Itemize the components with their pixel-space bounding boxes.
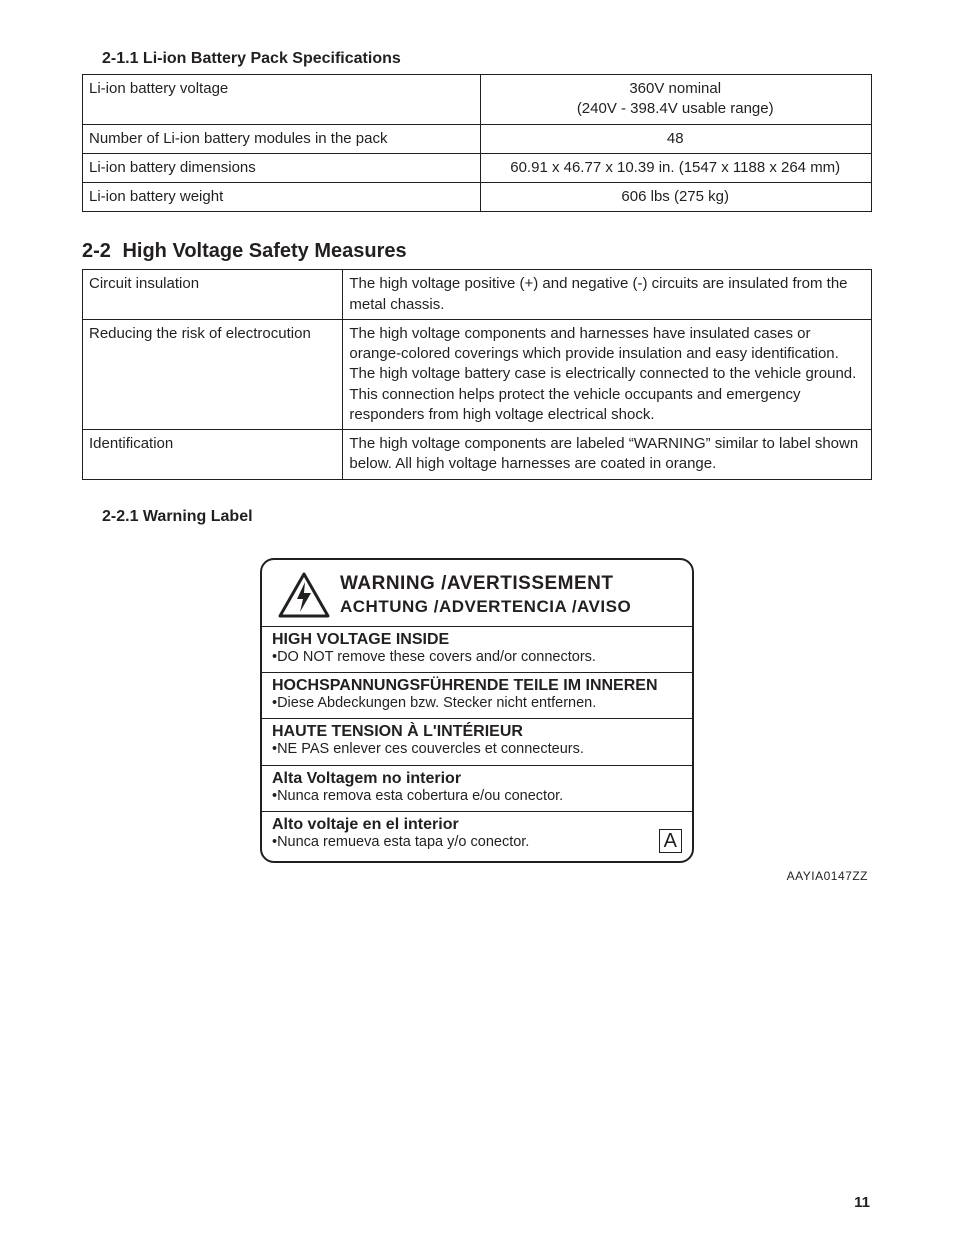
cell-label: Li-ion battery weight (83, 183, 481, 212)
warning-block-title: Alto voltaje en el interior (272, 816, 682, 834)
cell-value: The high voltage components are labeled … (343, 430, 872, 480)
heading-text: High Voltage Safety Measures (122, 240, 406, 262)
high-voltage-triangle-icon (278, 572, 330, 618)
cell-label: Li-ion battery voltage (83, 75, 481, 125)
cell-value: 48 (481, 124, 872, 153)
table-battery-specs: Li-ion battery voltage 360V nominal(240V… (82, 74, 872, 212)
cell-value: The high voltage positive (+) and negati… (343, 270, 872, 320)
warning-block-title: HAUTE TENSION À L'INTÉRIEUR (272, 723, 682, 741)
page: 2-1.1 Li-ion Battery Pack Specifications… (0, 0, 954, 1235)
table-row: Li-ion battery voltage 360V nominal(240V… (83, 75, 872, 125)
warning-block-body: •Nunca remova esta cobertura e/ou conect… (272, 788, 682, 805)
table-row: Identification The high voltage componen… (83, 430, 872, 480)
table-row: Li-ion battery dimensions 60.91 x 46.77 … (83, 153, 872, 182)
warning-block-title: HIGH VOLTAGE INSIDE (272, 631, 682, 649)
warning-header-text: WARNING /AVERTISSEMENT ACHTUNG /ADVERTEN… (340, 572, 631, 617)
warning-header-line1: WARNING /AVERTISSEMENT (340, 572, 631, 596)
warning-block-body: •Diese Abdeckungen bzw. Stecker nicht en… (272, 695, 682, 712)
warning-header-line2: ACHTUNG /ADVERTENCIA /AVISO (340, 596, 631, 617)
cell-label: Reducing the risk of electrocution (83, 319, 343, 429)
cell-value: 606 lbs (275 kg) (481, 183, 872, 212)
cell-label: Circuit insulation (83, 270, 343, 320)
warning-label-header: WARNING /AVERTISSEMENT ACHTUNG /ADVERTEN… (262, 560, 692, 626)
warning-block-de: HOCHSPANNUNGSFÜHRENDE TEILE IM INNEREN •… (262, 672, 692, 718)
table-row: Reducing the risk of electrocution The h… (83, 319, 872, 429)
cell-value: 60.91 x 46.77 x 10.39 in. (1547 x 1188 x… (481, 153, 872, 182)
warning-block-es: Alto voltaje en el interior •Nunca remue… (262, 811, 692, 861)
warning-label-box: WARNING /AVERTISSEMENT ACHTUNG /ADVERTEN… (260, 558, 694, 864)
warning-label-figure: WARNING /AVERTISSEMENT ACHTUNG /ADVERTEN… (260, 558, 694, 864)
page-number: 11 (854, 1194, 870, 1211)
cell-label: Identification (83, 430, 343, 480)
warning-block-body: •NE PAS enlever ces couvercles et connec… (272, 741, 682, 758)
table-safety-measures: Circuit insulation The high voltage posi… (82, 269, 872, 479)
warning-block-body: •DO NOT remove these covers and/or conne… (272, 649, 682, 666)
heading-2-2-1: 2-2.1 Warning Label (102, 508, 872, 526)
warning-block-fr: HAUTE TENSION À L'INTÉRIEUR •NE PAS enle… (262, 718, 692, 764)
cell-label: Number of Li-ion battery modules in the … (83, 124, 481, 153)
heading-number: 2-2 (82, 240, 111, 262)
warning-block-title: HOCHSPANNUNGSFÜHRENDE TEILE IM INNEREN (272, 677, 682, 695)
cell-value: The high voltage components and harnesse… (343, 319, 872, 429)
table-row: Circuit insulation The high voltage posi… (83, 270, 872, 320)
table-row: Number of Li-ion battery modules in the … (83, 124, 872, 153)
heading-2-1-1: 2-1.1 Li-ion Battery Pack Specifications (102, 50, 872, 68)
heading-2-2: 2-2 High Voltage Safety Measures (82, 240, 872, 263)
cell-value: 360V nominal(240V - 398.4V usable range) (481, 75, 872, 125)
warning-block-pt: Alta Voltagem no interior •Nunca remova … (262, 765, 692, 811)
cell-label: Li-ion battery dimensions (83, 153, 481, 182)
figure-code: AAYIA0147ZZ (82, 869, 872, 883)
table-row: Li-ion battery weight 606 lbs (275 kg) (83, 183, 872, 212)
callout-letter-a: A (659, 829, 682, 853)
warning-block-title: Alta Voltagem no interior (272, 770, 682, 788)
warning-block-body: •Nunca remueva esta tapa y/o conector. (272, 834, 682, 851)
warning-block-en: HIGH VOLTAGE INSIDE •DO NOT remove these… (262, 626, 692, 672)
